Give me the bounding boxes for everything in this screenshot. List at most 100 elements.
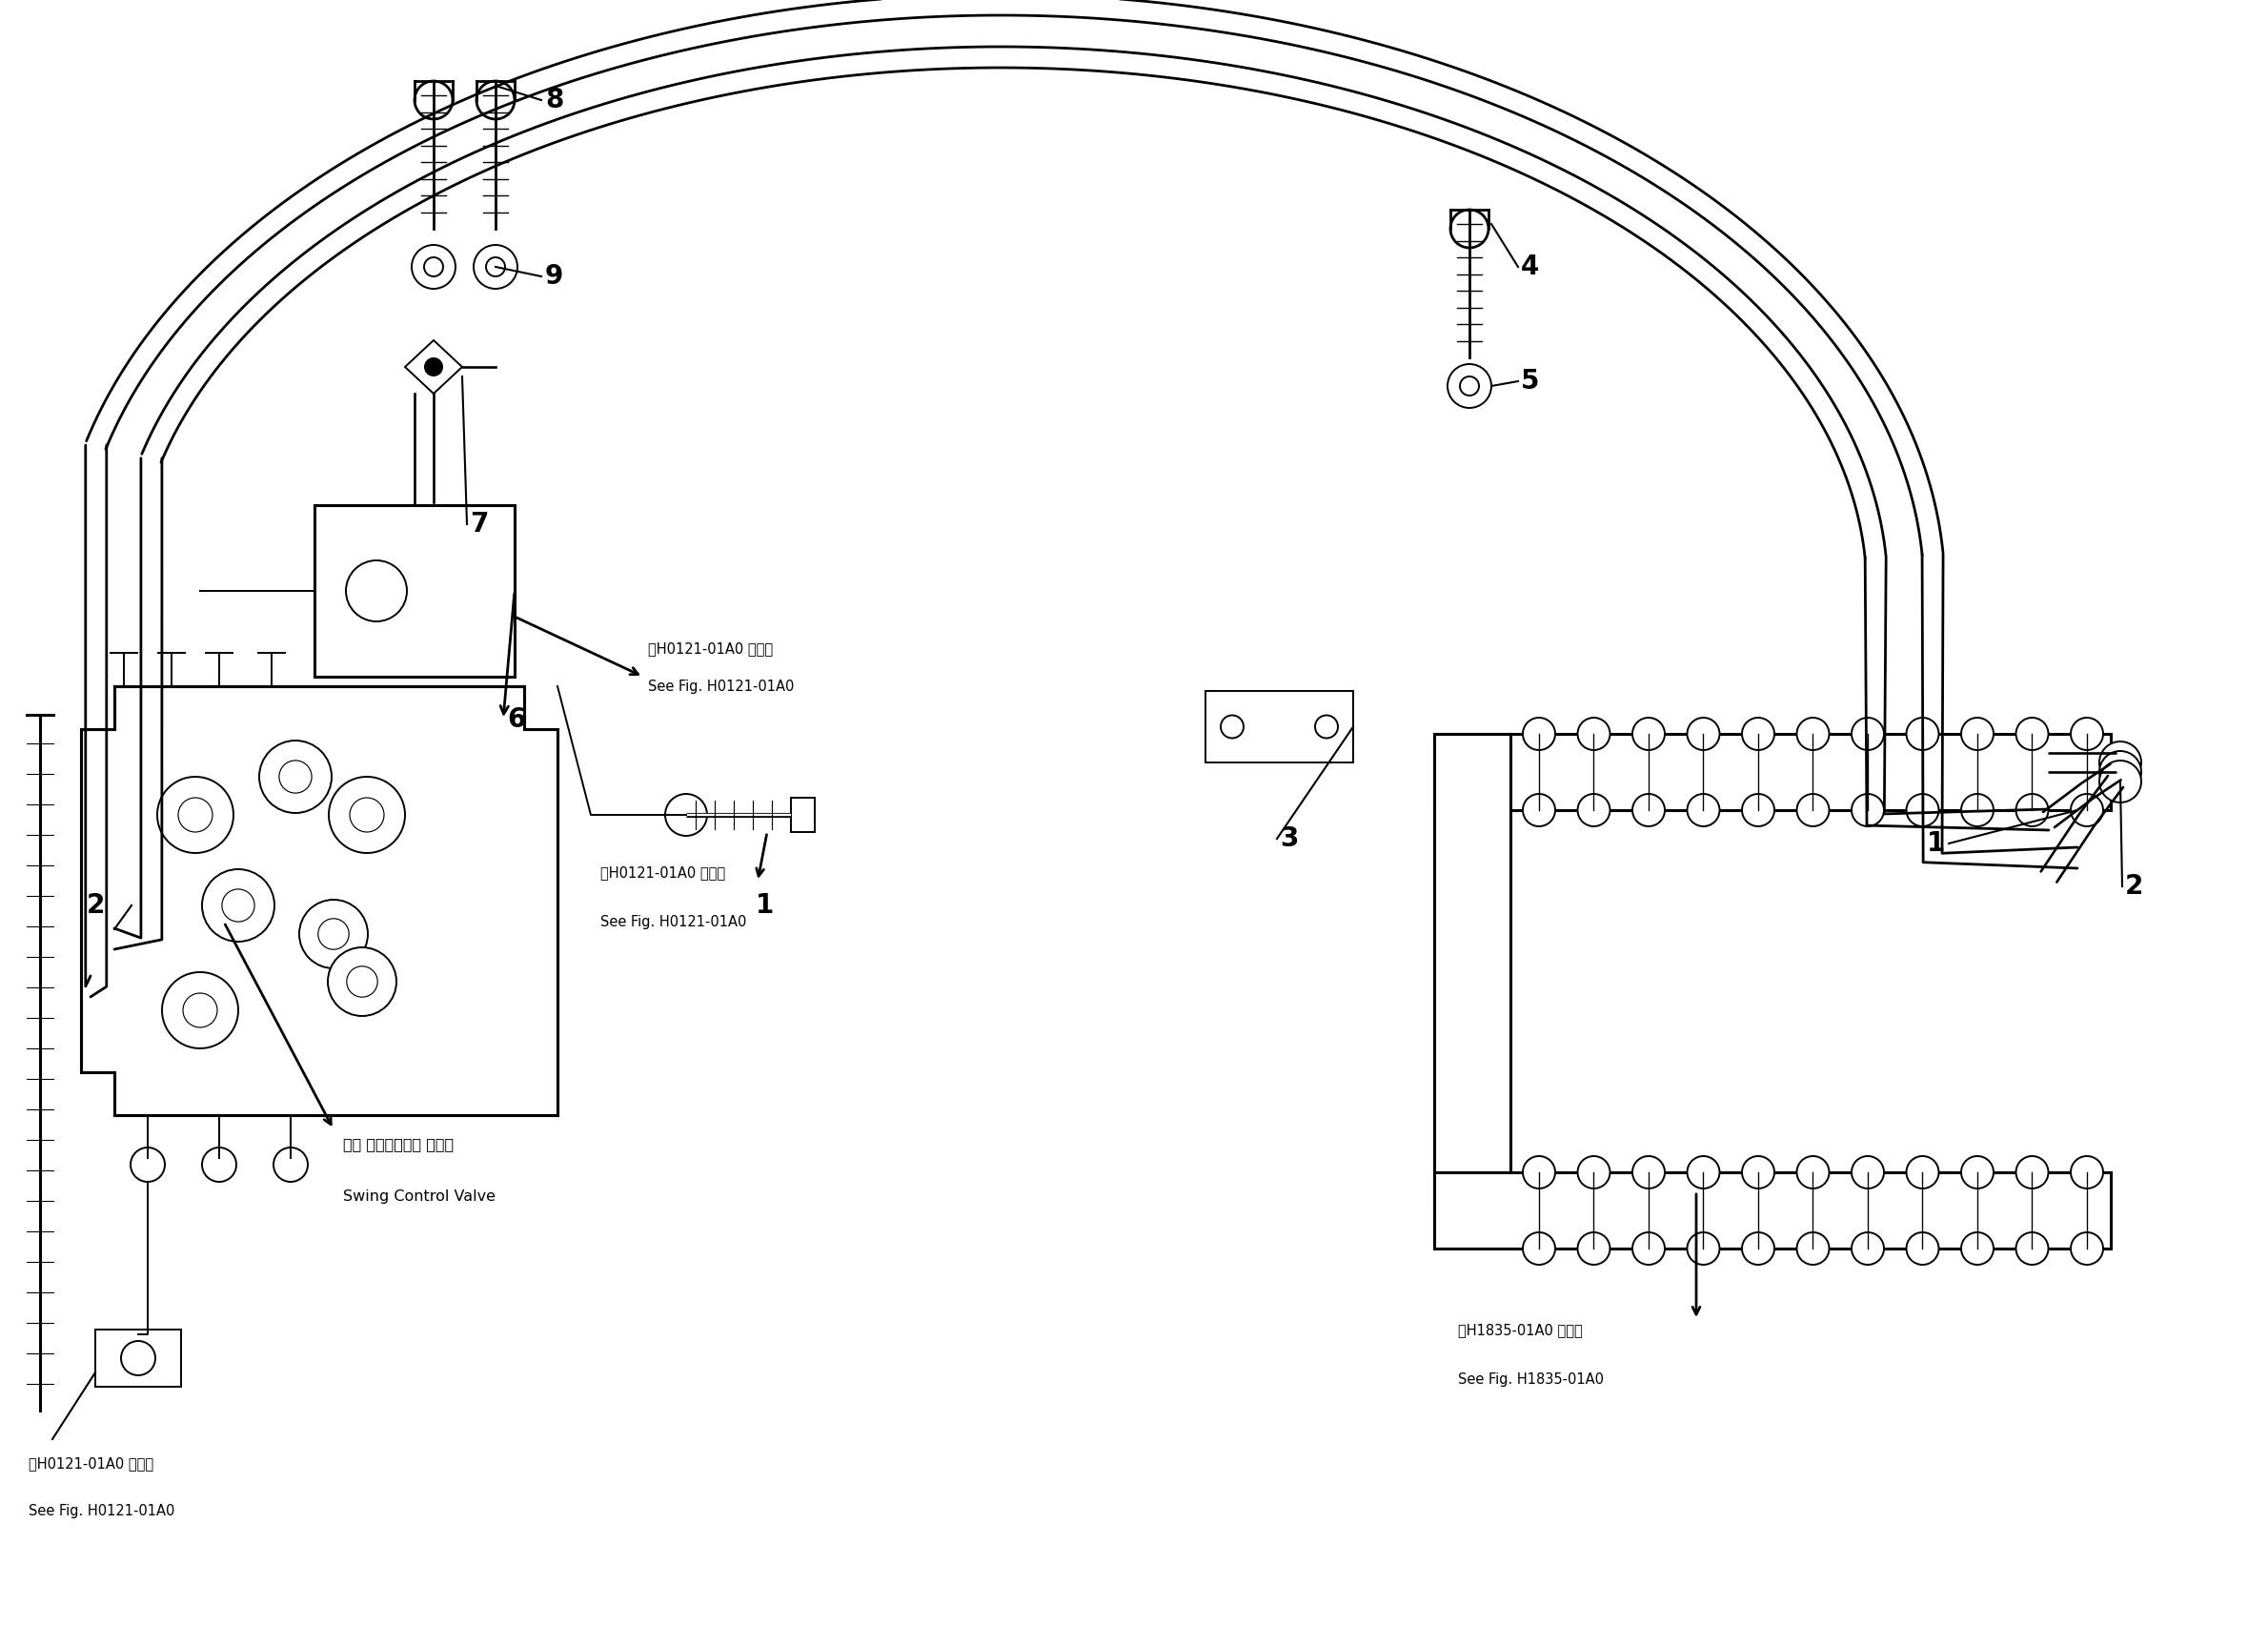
Text: 8: 8 [544,86,562,114]
Circle shape [2016,718,2048,751]
Circle shape [424,358,442,377]
Circle shape [2100,751,2141,793]
Circle shape [1522,718,1556,751]
Circle shape [413,245,456,289]
Circle shape [1687,1232,1719,1264]
Circle shape [2071,718,2102,751]
Circle shape [2016,1232,2048,1264]
Circle shape [318,918,349,949]
Circle shape [1633,795,1665,827]
Circle shape [1633,1232,1665,1264]
Text: 旋回 コントロール バルブ: 旋回 コントロール バルブ [342,1138,454,1152]
Circle shape [2071,1155,2102,1188]
Circle shape [1851,1155,1885,1188]
Circle shape [1579,718,1610,751]
Circle shape [1851,795,1885,827]
Bar [1433,734,1510,1211]
Text: See Fig. H0121-01A0: See Fig. H0121-01A0 [29,1505,175,1518]
Circle shape [476,81,515,119]
Circle shape [1742,795,1774,827]
Circle shape [1742,1232,1774,1264]
Circle shape [1962,795,1994,827]
Text: 第H0121-01A0 図参照: 第H0121-01A0 図参照 [649,642,773,657]
Polygon shape [82,686,558,1115]
Circle shape [1907,718,1939,751]
Bar [315,505,515,676]
Circle shape [1579,1155,1610,1188]
Text: 6: 6 [508,707,526,733]
Bar [1433,1172,2112,1248]
Circle shape [329,947,397,1016]
Circle shape [156,777,234,853]
Circle shape [279,761,311,793]
Circle shape [329,777,406,853]
Text: See Fig. H0121-01A0: See Fig. H0121-01A0 [601,915,746,929]
Circle shape [161,972,238,1048]
Circle shape [1907,1155,1939,1188]
Circle shape [274,1147,308,1181]
Circle shape [1522,795,1556,827]
Circle shape [1796,1155,1830,1188]
Circle shape [474,245,517,289]
Circle shape [1742,1155,1774,1188]
Circle shape [1522,1232,1556,1264]
Circle shape [222,889,254,921]
Circle shape [2100,741,2141,783]
Text: 第H0121-01A0 図参照: 第H0121-01A0 図参照 [601,866,726,879]
Circle shape [1447,364,1492,408]
Circle shape [299,900,367,968]
Circle shape [1962,1232,1994,1264]
Bar [792,798,814,832]
Bar [1433,734,2112,811]
Circle shape [347,967,376,998]
Circle shape [1579,795,1610,827]
Bar [95,1329,181,1386]
Circle shape [184,993,218,1027]
Circle shape [202,869,274,941]
Circle shape [132,1147,166,1181]
Circle shape [1742,718,1774,751]
Circle shape [347,561,406,621]
Circle shape [1962,1155,1994,1188]
Circle shape [1315,715,1338,738]
Circle shape [1796,718,1830,751]
Circle shape [1962,718,1994,751]
Text: Swing Control Valve: Swing Control Valve [342,1190,494,1204]
Circle shape [1687,1155,1719,1188]
Circle shape [202,1147,236,1181]
Text: 第H1835-01A0 図参照: 第H1835-01A0 図参照 [1458,1323,1583,1337]
Circle shape [1449,210,1488,247]
Circle shape [1579,1232,1610,1264]
Circle shape [1633,718,1665,751]
Text: 3: 3 [1279,826,1297,852]
Circle shape [2016,795,2048,827]
Circle shape [2100,761,2141,803]
Circle shape [1633,1155,1665,1188]
Circle shape [1220,715,1243,738]
Circle shape [485,257,506,276]
Circle shape [1907,1232,1939,1264]
Text: 1: 1 [755,892,773,918]
Circle shape [259,741,331,812]
Text: 第H0121-01A0 図参照: 第H0121-01A0 図参照 [29,1456,154,1471]
Circle shape [1796,795,1830,827]
Bar [1207,691,1354,762]
Text: 1: 1 [1926,830,1946,856]
Circle shape [1851,718,1885,751]
Circle shape [1907,795,1939,827]
Circle shape [1796,1232,1830,1264]
Circle shape [1522,1155,1556,1188]
Text: See Fig. H0121-01A0: See Fig. H0121-01A0 [649,679,794,694]
Circle shape [1687,795,1719,827]
Circle shape [179,798,213,832]
Circle shape [1461,377,1479,395]
Text: 4: 4 [1522,254,1540,280]
Circle shape [349,798,383,832]
Circle shape [665,795,708,835]
Circle shape [424,257,442,276]
Circle shape [415,81,454,119]
Polygon shape [406,340,463,393]
Text: 5: 5 [1522,367,1540,395]
Text: See Fig. H1835-01A0: See Fig. H1835-01A0 [1458,1373,1603,1386]
Text: 7: 7 [469,510,488,538]
